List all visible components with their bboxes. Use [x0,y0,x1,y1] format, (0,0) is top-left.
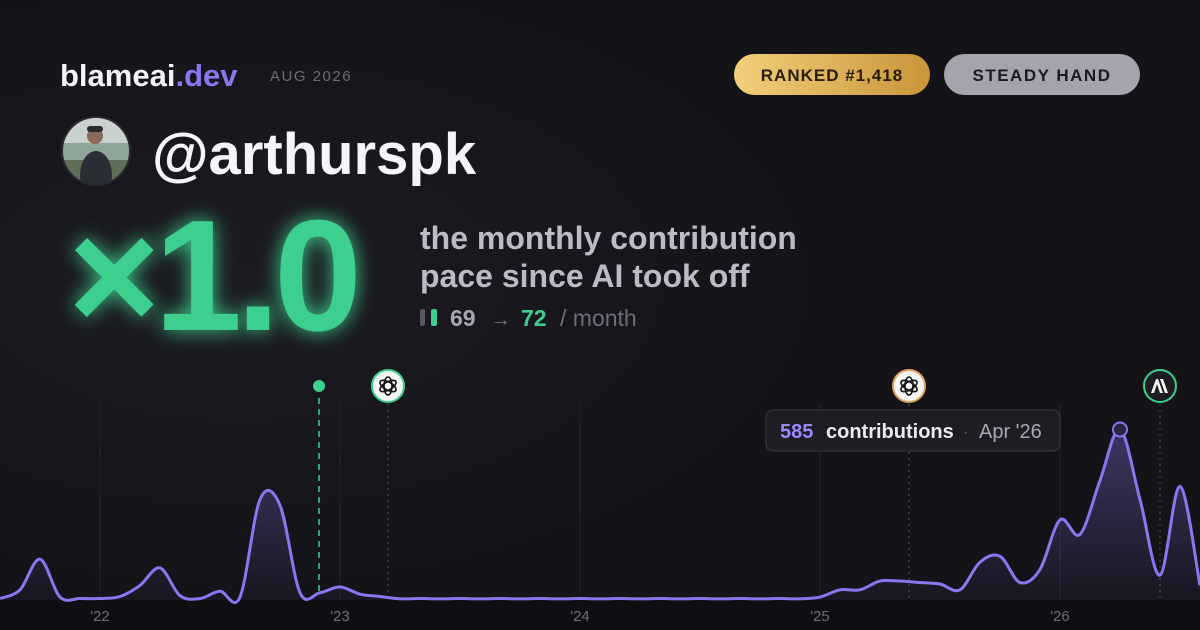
brand: blameai.dev [60,58,238,93]
anthropic-icon [1143,369,1177,403]
persona-badge [944,54,1140,95]
brand-suffix: .dev [175,58,238,93]
period: AUG 2026 [270,68,352,85]
after-swatch [431,309,437,326]
x-tick-label: '22 [90,608,110,625]
openai-icon [892,369,926,403]
handle: @arthurspk [152,122,477,187]
event-dot [313,380,325,392]
multiplier: ×1.0 [68,188,356,364]
tooltip-label: contributions [826,421,954,443]
tooltip: 585 contributions · Apr '26 [765,409,1061,452]
after-value: 72 [521,305,547,331]
x-tick-label: '25 [810,608,830,625]
rank-badge [734,54,930,95]
before-value: 69 [450,305,476,331]
x-tick-label: '24 [570,608,590,625]
avatar [62,117,130,185]
tooltip-box [765,409,1061,452]
unit: / month [560,305,637,331]
persona-badge-text: STEADY HAND [973,66,1112,85]
arrow: → [490,308,511,331]
grid: '22 '23 '24 '25 '26 [90,404,1070,625]
openai-icon [371,369,405,403]
highlight-point [1112,421,1128,438]
brand-name: blameai [60,58,175,93]
caption-line: the monthly contribution [420,220,797,256]
axis-band [0,600,1200,630]
tooltip-separator: · [963,424,968,441]
before-swatch [420,309,425,326]
rank-badge-text: RANKED #1,418 [761,66,903,85]
area [0,429,1200,603]
tooltip-value: 585 [780,421,813,443]
x-tick-label: '23 [330,608,350,625]
x-tick-label: '26 [1050,608,1070,625]
caption-line: pace since AI took off [420,258,750,294]
line [0,428,1200,605]
plot [0,421,1200,605]
avatar-ring [61,116,131,186]
events [313,369,1177,600]
tooltip-date: Apr '26 [979,421,1042,443]
